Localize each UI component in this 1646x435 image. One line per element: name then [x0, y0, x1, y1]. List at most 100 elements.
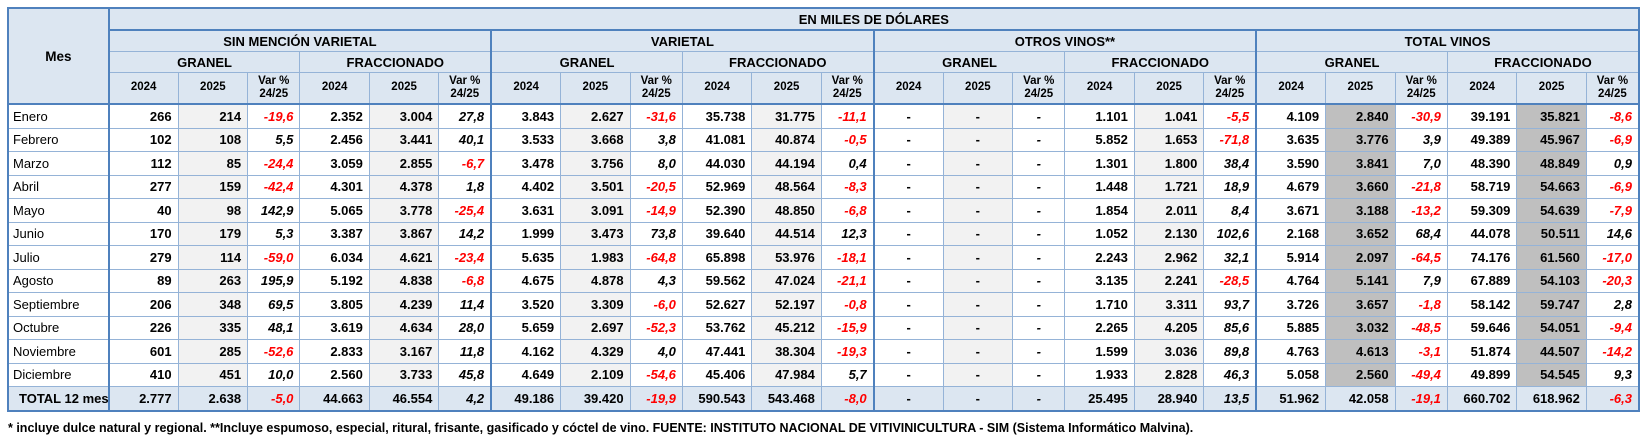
- table-cell: 179: [177, 221, 249, 246]
- table-cell: 277: [107, 174, 179, 199]
- table-cell: 54.639: [1516, 198, 1587, 223]
- table-cell: 3,9: [1394, 127, 1448, 152]
- table-cell: 2.627: [560, 103, 631, 129]
- table-cell: 2.130: [1133, 221, 1205, 246]
- table-cell: -: [1012, 151, 1066, 176]
- table-cell: 93,7: [1203, 292, 1257, 317]
- table-cell: 31.775: [751, 103, 822, 129]
- var-column-header: Var % 24/25: [247, 72, 301, 105]
- table-cell: 46.554: [368, 386, 440, 411]
- table-row: Agosto 89 263 195,9 5.192 4.838 -6,8 4.675 4.878…: [7, 268, 1640, 293]
- table-cell: 5,3: [247, 221, 301, 246]
- var-column-header: Var % 24/25: [1394, 72, 1448, 105]
- table-cell: 2.840: [1325, 103, 1396, 129]
- table-cell: 89: [107, 268, 179, 293]
- table-cell: 52.197: [751, 292, 822, 317]
- table-cell: -: [942, 198, 1014, 223]
- table-row: Junio 170 179 5,3 3.387 3.867 14,2 1.999 3.473 73…: [7, 221, 1640, 246]
- table-cell: 335: [177, 315, 249, 340]
- table-cell: 40,1: [438, 127, 492, 152]
- table-cell: 348: [177, 292, 249, 317]
- table-cell: 5.914: [1255, 245, 1327, 270]
- table-cell: -21,8: [1394, 174, 1448, 199]
- table-cell: -: [942, 103, 1014, 129]
- table-cell: 39.640: [681, 221, 753, 246]
- table-cell: 25.495: [1064, 386, 1135, 411]
- table-cell: -18,1: [820, 245, 875, 270]
- table-cell: -52,3: [629, 315, 683, 340]
- table-cell: -: [872, 151, 944, 176]
- table-cell: 41.081: [681, 127, 753, 152]
- year-column-header: 2025: [1516, 72, 1587, 105]
- table-cell: 1.052: [1064, 221, 1135, 246]
- year-column-header: 2025: [942, 72, 1014, 105]
- table-body: Enero 266 214 -19,6 2.352 3.004 27,8 3.843 2.627…: [7, 103, 1640, 411]
- table-cell: -: [942, 245, 1014, 270]
- row-label: Junio: [7, 221, 110, 246]
- table-cell: -0,8: [820, 292, 875, 317]
- table-cell: -3,1: [1394, 339, 1448, 364]
- table-cell: 44.663: [299, 386, 370, 411]
- table-cell: 68,4: [1394, 221, 1448, 246]
- table-cell: 40: [107, 198, 179, 223]
- table-cell: 52.627: [681, 292, 753, 317]
- table-cell: -20,3: [1585, 268, 1640, 293]
- table-cell: 45.406: [681, 362, 753, 387]
- table-cell: 4,0: [629, 339, 683, 364]
- table-cell: 2.828: [1133, 362, 1205, 387]
- table-cell: -: [1012, 315, 1066, 340]
- table-cell: 48.850: [751, 198, 822, 223]
- table-cell: 61.560: [1516, 245, 1587, 270]
- table-cell: -: [1012, 245, 1066, 270]
- table-cell: 3.032: [1325, 315, 1396, 340]
- year-column-header: 2024: [299, 72, 370, 105]
- table-cell: 7,0: [1394, 151, 1448, 176]
- table-cell: 51.962: [1255, 386, 1327, 411]
- year-column-header: 2025: [177, 72, 249, 105]
- table-cell: 53.976: [751, 245, 822, 270]
- table-cell: 38,4: [1203, 151, 1257, 176]
- table-cell: 1.854: [1064, 198, 1135, 223]
- table-cell: -: [942, 339, 1014, 364]
- table-cell: -: [942, 292, 1014, 317]
- table-cell: 98: [177, 198, 249, 223]
- table-cell: 32,1: [1203, 245, 1257, 270]
- year-column-header: 2024: [490, 72, 562, 105]
- table-cell: 2.168: [1255, 221, 1327, 246]
- table-cell: 660.702: [1446, 386, 1518, 411]
- table-cell: 4.675: [490, 268, 562, 293]
- table-cell: 279: [107, 245, 179, 270]
- table-cell: 4.613: [1325, 339, 1396, 364]
- table-cell: 14,2: [438, 221, 492, 246]
- row-label: Septiembre: [7, 292, 110, 317]
- table-cell: -: [872, 174, 944, 199]
- table-cell: -19,6: [247, 103, 301, 129]
- table-cell: 3.841: [1325, 151, 1396, 176]
- table-cell: 12,3: [820, 221, 875, 246]
- table-cell: 285: [177, 339, 249, 364]
- table-cell: 2.097: [1325, 245, 1396, 270]
- table-cell: 3.135: [1064, 268, 1135, 293]
- table-row: Enero 266 214 -19,6 2.352 3.004 27,8 3.843 2.627…: [7, 103, 1640, 129]
- table-cell: 39.420: [560, 386, 631, 411]
- table-cell: 85,6: [1203, 315, 1257, 340]
- table-cell: 266: [107, 103, 179, 129]
- table-cell: 44.514: [751, 221, 822, 246]
- table-cell: -: [872, 198, 944, 223]
- table-cell: 35.821: [1516, 103, 1587, 129]
- table-cell: 4.402: [490, 174, 562, 199]
- table-cell: -: [942, 268, 1014, 293]
- table-cell: -6,3: [1585, 386, 1640, 411]
- table-cell: 3.036: [1133, 339, 1205, 364]
- table-cell: 2.833: [299, 339, 370, 364]
- table-cell: -: [1012, 103, 1066, 129]
- subgroup-header-granel: GRANEL: [872, 51, 1066, 73]
- table-cell: 3.668: [560, 127, 631, 152]
- table-cell: 2.265: [1064, 315, 1135, 340]
- table-cell: -: [942, 151, 1014, 176]
- table-cell: 102: [107, 127, 179, 152]
- var-column-header: Var % 24/25: [438, 72, 492, 105]
- year-column-header: 2024: [107, 72, 179, 105]
- table-cell: -: [1012, 127, 1066, 152]
- table-cell: 451: [177, 362, 249, 387]
